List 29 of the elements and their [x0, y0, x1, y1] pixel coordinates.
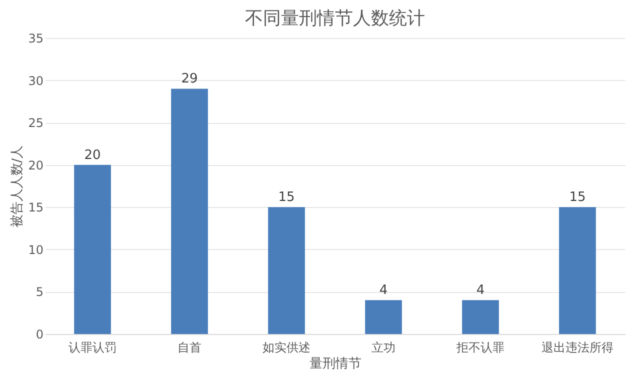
bar	[74, 164, 111, 334]
x-tick-label: 立功	[371, 340, 396, 354]
x-tick-label: 如实供述	[262, 340, 311, 354]
data-label: 20	[84, 148, 101, 163]
x-axis-title: 量刑情节	[310, 356, 362, 372]
y-tick-label: 20	[28, 158, 44, 172]
y-tick-label: 5	[36, 285, 44, 300]
data-label: 15	[278, 190, 295, 206]
bar	[559, 207, 596, 334]
bar	[268, 207, 305, 334]
data-label: 29	[181, 72, 198, 87]
bar	[365, 300, 402, 334]
x-tick-label: 自首	[178, 340, 202, 354]
y-tick-label: 35	[28, 32, 44, 46]
y-tick-label: 10	[28, 242, 44, 257]
y-tick-label: 30	[28, 74, 44, 88]
x-tick-label: 拒不认罪	[455, 340, 504, 354]
data-label: 4	[379, 283, 388, 298]
chart-title: 不同量刑情节人数统计	[245, 8, 425, 29]
x-tick-label: 退出违法所得	[541, 340, 614, 354]
y-axis-title: 被告人人数/人	[10, 145, 26, 228]
x-tick-label: 认罪认罚	[68, 340, 117, 354]
data-label: 4	[476, 283, 485, 298]
y-tick-label: 15	[28, 200, 44, 215]
bar	[171, 88, 208, 334]
data-label: 15	[569, 190, 586, 206]
y-tick-label: 0	[36, 328, 44, 342]
bar	[462, 300, 499, 334]
y-tick-label: 25	[28, 116, 44, 130]
